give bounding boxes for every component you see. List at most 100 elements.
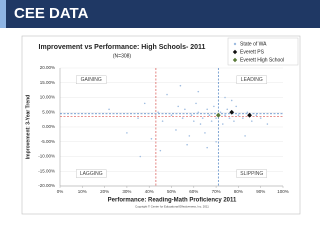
point [237, 114, 240, 116]
y-tick-label: -10.00% [38, 154, 55, 159]
legend-marker [233, 42, 237, 46]
point [161, 120, 164, 122]
point [255, 114, 258, 116]
point [213, 105, 215, 108]
legend-label: State of WA [240, 41, 267, 47]
point [247, 112, 252, 118]
y-axis-label: Improvement: 3-Year Trend [25, 95, 31, 159]
x-tick-label: 80% [234, 189, 243, 194]
x-tick-label: 60% [189, 189, 198, 194]
point [166, 93, 168, 96]
x-axis-label: Performance: Reading-Math Proficiency 20… [108, 198, 237, 204]
point [206, 108, 208, 111]
point [242, 117, 244, 119]
point [193, 120, 195, 122]
point [224, 114, 226, 116]
x-tick-label: 0% [57, 189, 64, 194]
point [150, 138, 153, 140]
point [188, 135, 191, 137]
chart-subtitle: (N=308) [113, 53, 132, 59]
point [175, 129, 177, 131]
y-tick-label: 15.00% [40, 80, 55, 85]
quadrant-label: LAGGING [80, 171, 103, 177]
header-accent [0, 0, 6, 28]
quadrant-label: GAINING [81, 77, 102, 83]
quadrant-label: LEADING [241, 77, 263, 83]
y-tick-label: 20.00% [40, 65, 55, 70]
point [208, 114, 211, 116]
point [215, 140, 217, 143]
legend-label: Everett High School [240, 57, 284, 63]
point [259, 117, 262, 119]
point [137, 117, 139, 119]
point [181, 117, 184, 119]
point [266, 123, 269, 125]
point [244, 135, 246, 137]
point [157, 111, 159, 114]
x-tick-label: 30% [122, 189, 131, 194]
point [108, 108, 110, 111]
x-tick-label: 90% [256, 189, 265, 194]
point [235, 105, 237, 108]
point [195, 102, 197, 105]
chart-title: Improvement vs Performance: High Schools… [39, 44, 206, 51]
x-tick-label: 20% [100, 189, 109, 194]
point [204, 132, 206, 134]
point [224, 96, 226, 99]
point [233, 120, 235, 122]
legend-label: Everett PS [240, 49, 265, 55]
quadrant-label: SLIPPING [240, 171, 263, 177]
point [159, 149, 162, 152]
y-tick-label: -5.00% [41, 139, 55, 144]
point [197, 90, 200, 93]
x-tick-label: 100% [277, 189, 289, 194]
x-tick-label: 70% [212, 189, 221, 194]
point [201, 117, 204, 119]
header-band [0, 0, 320, 28]
chart-frame [21, 35, 301, 215]
point [199, 123, 202, 125]
quadrant-box [76, 169, 107, 178]
legend-marker [232, 57, 238, 63]
point [215, 112, 221, 118]
quadrant-box [76, 75, 107, 85]
quadrant-box [236, 169, 267, 178]
point [229, 109, 235, 115]
x-tick-label: 50% [167, 189, 176, 194]
y-tick-label: 5.00% [42, 109, 55, 114]
x-tick-label: 10% [78, 189, 87, 194]
point [206, 146, 208, 149]
point [170, 114, 173, 116]
point [139, 155, 142, 158]
legend-box [227, 37, 299, 66]
point [177, 105, 179, 108]
point [190, 114, 193, 116]
x-tick-label: 40% [145, 189, 154, 194]
point [143, 102, 146, 105]
legend-marker [232, 49, 238, 55]
legend: State of WA Everett PS Everett High School [227, 37, 299, 66]
point [222, 123, 224, 125]
point [184, 108, 186, 111]
y-tick-label: 0.00% [42, 124, 55, 129]
point [246, 111, 249, 114]
point [230, 99, 233, 102]
point [251, 120, 253, 122]
y-tick-label: -20.00% [38, 183, 55, 188]
header-title: CEE DATA [14, 5, 89, 22]
point [179, 84, 182, 87]
point [197, 111, 200, 114]
point [219, 111, 222, 114]
footnote: Copyright © Center for Educational Effec… [135, 205, 209, 209]
point [186, 143, 188, 146]
plot: 20.00% 15.00% 10.00% 5.00% 0.00% -5.00% -10.00… [38, 37, 299, 194]
point [226, 108, 229, 111]
y-tick-label: 10.00% [40, 95, 55, 100]
y-tick-label: -15.00% [38, 168, 55, 173]
point [210, 120, 213, 122]
point [215, 117, 217, 119]
point [126, 132, 128, 134]
point [228, 117, 231, 119]
quadrant-box [236, 75, 267, 85]
